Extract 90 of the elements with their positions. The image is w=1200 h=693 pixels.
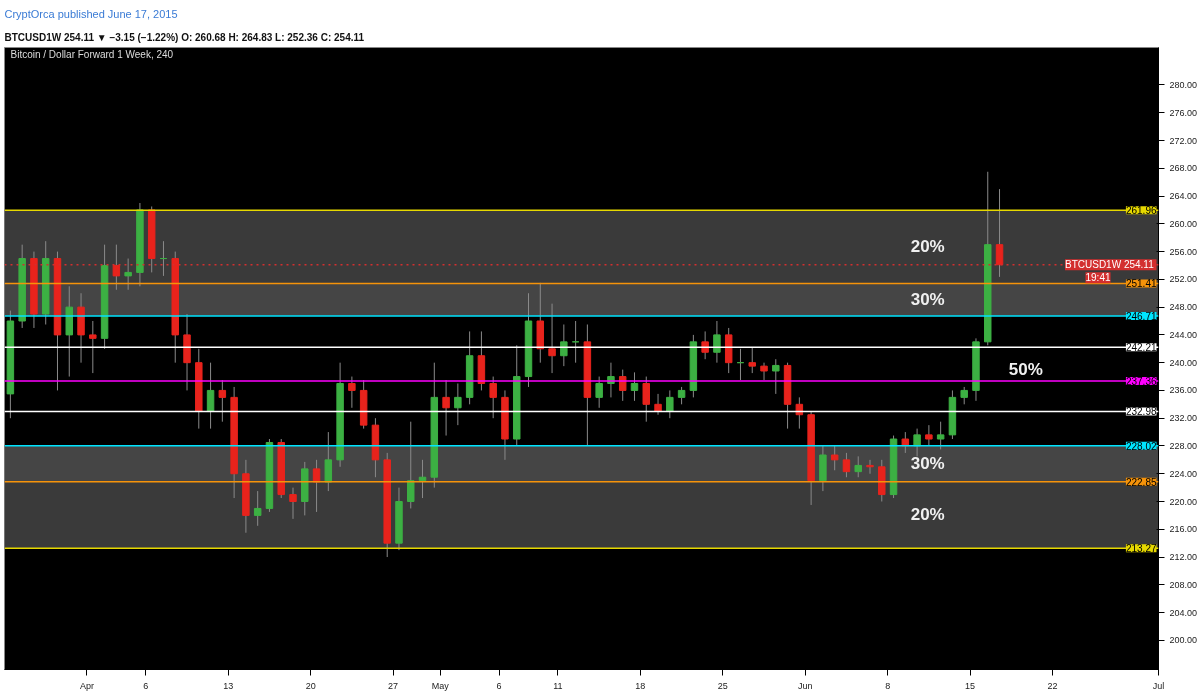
ref-line-label: 246.71 <box>1125 311 1157 323</box>
y-tick-label: 276.00 <box>1169 107 1198 118</box>
x-tick-label: 8 <box>885 680 891 691</box>
candlestick <box>772 358 780 395</box>
candlestick <box>89 320 97 374</box>
x-tick-label: Jun <box>797 680 813 691</box>
annotation: 50% <box>1008 360 1043 380</box>
ref-line-label: 242.21 <box>1125 342 1157 354</box>
y-tick-label: 204.00 <box>1169 607 1198 618</box>
ref-line-label: 213.27 <box>1125 543 1157 555</box>
x-tick-label: 6 <box>143 680 149 691</box>
candlestick <box>866 459 874 475</box>
x-tick-label: 22 <box>1047 680 1058 691</box>
y-tick-label: 232.00 <box>1169 413 1198 424</box>
x-tick-label: 6 <box>496 680 502 691</box>
band-label: 20% <box>910 505 945 525</box>
candlestick <box>206 362 215 430</box>
ref-line-label: 251.41 <box>1125 278 1157 290</box>
candlestick <box>642 376 650 423</box>
y-tick-label: 200.00 <box>1169 635 1198 646</box>
candlestick <box>289 487 297 520</box>
x-tick-label: May <box>431 680 450 691</box>
ref-line-label: 237.36 <box>1125 375 1157 387</box>
candlestick <box>442 379 450 437</box>
candlestick <box>489 376 497 419</box>
candlestick <box>760 362 768 381</box>
ref-line-label: BTCUSD1W 254.11 <box>1064 259 1155 271</box>
candlestick <box>925 424 933 447</box>
x-tick-label: 20 <box>305 680 316 691</box>
x-tick-label: Jul <box>1152 680 1165 691</box>
x-tick-label: 15 <box>965 680 976 691</box>
candlestick <box>312 459 321 513</box>
x-tick-label: 13 <box>223 680 234 691</box>
x-tick-label: 27 <box>388 680 399 691</box>
ref-line-label: 222.85 <box>1125 476 1157 488</box>
y-tick-label: 252.00 <box>1169 274 1198 285</box>
candlestick <box>666 389 674 419</box>
x-tick-label: 18 <box>635 680 646 691</box>
chart-title: CryptOrca published June 17, 2015 <box>4 7 178 20</box>
annotation: Bitcoin / Dollar Forward 1 Week, 240 <box>10 48 174 60</box>
y-tick-label: 224.00 <box>1169 468 1198 479</box>
y-tick-label: 236.00 <box>1169 385 1198 396</box>
candlestick <box>548 303 556 374</box>
y-tick-label: 256.00 <box>1169 246 1198 257</box>
candlestick <box>795 396 804 430</box>
y-tick-label: 212.00 <box>1169 552 1198 563</box>
candlestick <box>407 421 415 509</box>
y-tick-label: 220.00 <box>1169 496 1198 507</box>
candlestick <box>630 371 639 402</box>
candlestick <box>854 455 862 478</box>
x-tick-label: 11 <box>553 680 563 691</box>
y-tick-label: 248.00 <box>1169 302 1198 313</box>
ref-line-label: 232.98 <box>1125 406 1157 418</box>
candlestick <box>830 445 839 471</box>
candlestick <box>748 346 756 374</box>
y-tick-label: 244.00 <box>1169 329 1198 340</box>
y-tick-label: 268.00 <box>1169 163 1198 174</box>
band-label: 20% <box>910 237 945 257</box>
annotation: 19:41 <box>1085 272 1111 284</box>
candlestick <box>348 376 356 409</box>
candlestick <box>913 428 921 457</box>
y-tick-label: 208.00 <box>1169 579 1198 590</box>
candlestick <box>595 376 603 409</box>
ref-line-label: 228.02 <box>1125 440 1157 452</box>
candlestick <box>995 188 1004 278</box>
y-tick-label: 260.00 <box>1169 218 1198 229</box>
y-tick-label: 264.00 <box>1169 191 1198 202</box>
candlestick <box>560 323 568 367</box>
x-tick-label: Apr <box>79 680 94 691</box>
y-tick-label: 240.00 <box>1169 357 1198 368</box>
x-tick-label: 25 <box>717 680 728 691</box>
candlestick <box>112 244 121 291</box>
band-label: 30% <box>910 290 945 310</box>
candlestick <box>936 421 945 450</box>
candlestick <box>324 431 333 492</box>
candlestick <box>713 320 721 364</box>
candlestick <box>253 490 262 527</box>
y-tick-label: 272.00 <box>1169 135 1198 146</box>
band-label: 30% <box>910 454 945 474</box>
candlestick <box>454 382 462 426</box>
y-tick-label: 280.00 <box>1169 79 1198 90</box>
y-tick-label: 228.00 <box>1169 440 1198 451</box>
chart-subtitle: BTCUSD1W 254.11 ▼ −3.15 (−1.22%) O: 260.68 H: 264.83 L: 252.36 C: 254.11 <box>4 31 365 43</box>
candlestick <box>842 452 851 478</box>
candlestick <box>654 393 662 416</box>
candlestick <box>901 431 910 454</box>
candlestick <box>124 258 132 291</box>
y-tick-label: 216.00 <box>1169 524 1198 535</box>
candlestick <box>218 379 227 423</box>
ref-line-label: 261.96 <box>1125 205 1157 217</box>
